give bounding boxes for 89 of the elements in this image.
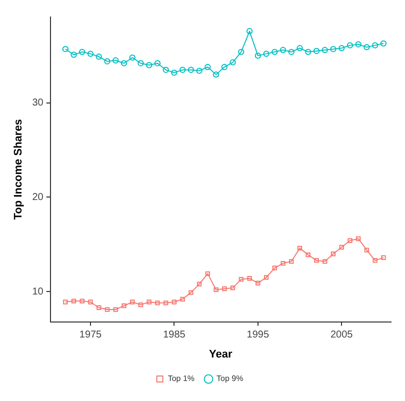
point bbox=[104, 307, 110, 312]
point bbox=[246, 28, 253, 34]
point bbox=[272, 266, 277, 270]
point bbox=[63, 300, 68, 304]
point bbox=[289, 259, 294, 264]
y-axis-title: Top Income Shares bbox=[12, 119, 25, 220]
point bbox=[364, 248, 370, 252]
point bbox=[346, 42, 354, 48]
point bbox=[212, 71, 220, 78]
point bbox=[313, 48, 320, 54]
point bbox=[80, 298, 84, 304]
point bbox=[296, 45, 303, 52]
point bbox=[138, 60, 144, 66]
point bbox=[297, 246, 302, 251]
point bbox=[247, 276, 252, 281]
point bbox=[146, 300, 152, 304]
point bbox=[272, 48, 278, 56]
point bbox=[188, 66, 194, 73]
point bbox=[348, 238, 352, 243]
point bbox=[96, 305, 102, 310]
y-tick-label: 10 bbox=[32, 286, 44, 298]
point bbox=[380, 40, 387, 47]
point bbox=[372, 258, 378, 263]
point bbox=[254, 52, 262, 59]
point bbox=[338, 45, 345, 52]
point bbox=[230, 59, 236, 66]
point bbox=[364, 44, 370, 50]
point bbox=[196, 282, 202, 286]
point bbox=[104, 58, 110, 64]
point bbox=[306, 252, 310, 258]
point bbox=[79, 48, 86, 56]
point bbox=[129, 54, 136, 61]
point bbox=[314, 258, 319, 263]
point bbox=[214, 287, 218, 292]
point bbox=[330, 252, 336, 256]
x-axis-title: Year bbox=[209, 348, 233, 360]
point bbox=[180, 296, 185, 302]
legend-label: Top 1% bbox=[168, 374, 195, 384]
point bbox=[196, 68, 202, 74]
point bbox=[87, 50, 94, 57]
point bbox=[62, 46, 68, 52]
point bbox=[322, 259, 328, 264]
point bbox=[88, 300, 93, 304]
point bbox=[381, 255, 386, 260]
point bbox=[372, 42, 378, 48]
x-tick-label: 1975 bbox=[79, 330, 102, 341]
point bbox=[322, 46, 328, 54]
point bbox=[96, 54, 102, 60]
point bbox=[146, 62, 152, 68]
point bbox=[238, 276, 244, 282]
point bbox=[138, 302, 144, 308]
point bbox=[264, 275, 269, 280]
point bbox=[154, 60, 161, 66]
point bbox=[355, 41, 362, 48]
point bbox=[112, 57, 119, 64]
point bbox=[122, 303, 126, 308]
point bbox=[163, 300, 168, 306]
legend-label: Top 9% bbox=[216, 374, 244, 384]
x-tick-label: 2005 bbox=[330, 330, 354, 341]
point bbox=[71, 298, 76, 304]
point bbox=[172, 300, 177, 304]
point bbox=[339, 244, 344, 250]
point bbox=[120, 60, 128, 66]
x-tick-label: 1995 bbox=[246, 330, 270, 341]
point bbox=[280, 260, 286, 266]
point bbox=[256, 280, 260, 286]
point bbox=[70, 52, 77, 58]
point bbox=[204, 64, 211, 70]
point bbox=[205, 271, 210, 276]
point bbox=[280, 46, 286, 54]
point bbox=[221, 64, 228, 70]
point bbox=[238, 48, 244, 56]
point bbox=[305, 48, 312, 56]
point bbox=[222, 286, 227, 292]
point bbox=[356, 236, 361, 242]
point bbox=[188, 290, 194, 295]
point bbox=[288, 48, 294, 56]
y-tick-label: 20 bbox=[32, 192, 44, 203]
point bbox=[230, 285, 236, 290]
y-tick-label: 30 bbox=[32, 98, 44, 109]
point bbox=[263, 50, 270, 57]
point bbox=[130, 300, 135, 304]
point bbox=[179, 66, 186, 73]
point bbox=[155, 300, 160, 306]
point bbox=[162, 66, 169, 73]
point bbox=[113, 307, 118, 312]
point bbox=[330, 46, 336, 52]
point bbox=[171, 70, 178, 76]
x-tick-label: 1985 bbox=[163, 330, 186, 341]
